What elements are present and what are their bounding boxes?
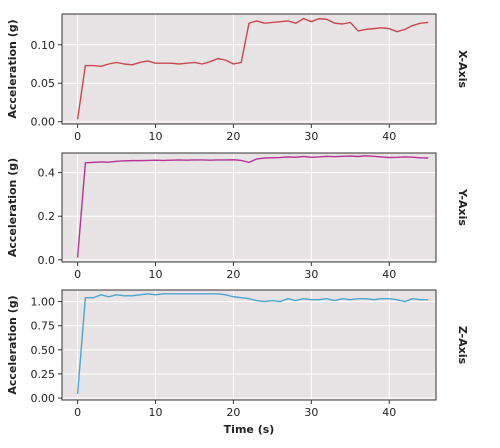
x-tick-label: 40 (382, 406, 396, 419)
plot-frame (61, 152, 437, 263)
panel-1: 0.00 0.05 0.10 0 10 20 30 40 Acceleration (g) X-A… (6, 13, 469, 143)
y-tick-label: 0.25 (31, 368, 56, 381)
series-line (76, 17, 429, 120)
x-tick-label: 20 (226, 406, 240, 419)
y-tick-label: 0.50 (31, 344, 56, 357)
x-tick-label: 0 (74, 406, 81, 419)
plot-frame (61, 289, 437, 401)
x-tick-label: 30 (304, 130, 318, 143)
panel-2: 0.0 0.2 0.4 0 10 20 30 40 Acceleration (g) Y-Axis (6, 152, 469, 281)
panel-label: X-Axis (456, 50, 469, 89)
x-tick-label: 20 (226, 130, 240, 143)
x-tick-label: 30 (304, 406, 318, 419)
y-tick-label: 0.00 (31, 392, 56, 405)
x-tick-label: 20 (226, 268, 240, 281)
x-tick-label: 40 (382, 268, 396, 281)
x-tick-label: 10 (149, 268, 163, 281)
x-tick-label: 10 (149, 406, 163, 419)
y-axis-label: Acceleration (g) (6, 19, 19, 118)
y-tick-label: 0.0 (38, 254, 56, 267)
plot-area (62, 14, 436, 124)
x-tick-label: 40 (382, 130, 396, 143)
x-tick-label: 0 (74, 130, 81, 143)
plot-area (62, 153, 436, 262)
y-tick-label: 0.75 (31, 320, 56, 333)
panel-label: Z-Axis (456, 326, 469, 365)
panel-label: Y-Axis (456, 188, 469, 226)
y-tick-label: 0.4 (38, 167, 56, 180)
y-tick-label: 0.10 (31, 39, 56, 52)
panel-3: 0.00 0.25 0.50 0.75 1.00 0 10 20 30 40 Acceleratio… (6, 289, 469, 436)
series-line (76, 293, 429, 395)
y-tick-label: 1.00 (31, 296, 56, 309)
y-axis-label: Acceleration (g) (6, 295, 19, 394)
y-tick-label: 0.05 (31, 77, 56, 90)
plot-frame (61, 13, 437, 125)
y-axis-label: Acceleration (g) (6, 158, 19, 257)
y-tick-label: 0.00 (31, 116, 56, 129)
plot-area (62, 290, 436, 400)
x-tick-label: 10 (149, 130, 163, 143)
series-line (76, 155, 429, 258)
x-axis-label: Time (s) (224, 423, 275, 436)
y-tick-label: 0.2 (38, 210, 56, 223)
x-tick-label: 30 (304, 268, 318, 281)
x-tick-label: 0 (74, 268, 81, 281)
